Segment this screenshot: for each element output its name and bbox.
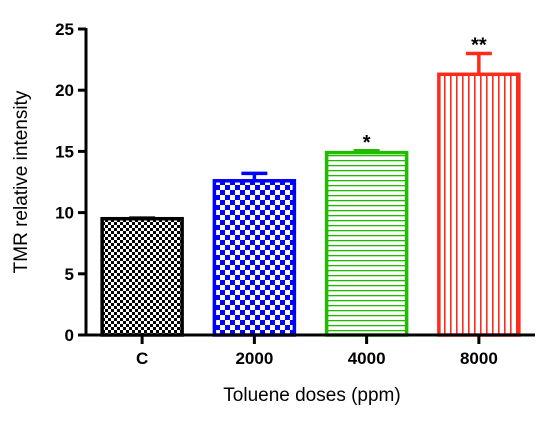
x-tick-label: 8000 bbox=[460, 349, 498, 368]
y-tick-label: 5 bbox=[65, 265, 74, 284]
x-tick-label: 2000 bbox=[235, 349, 273, 368]
y-tick-label: 0 bbox=[65, 326, 74, 345]
bars bbox=[100, 72, 521, 337]
y-tick-label: 15 bbox=[55, 142, 74, 161]
significance-marker: * bbox=[363, 132, 371, 154]
error-bars bbox=[129, 51, 492, 220]
bar-C bbox=[100, 216, 184, 337]
bar-4000 bbox=[324, 150, 409, 337]
x-axis-ticks: C 2000 4000 8000 bbox=[136, 335, 498, 368]
x-tick-label: 4000 bbox=[348, 349, 386, 368]
y-tick-label: 10 bbox=[55, 204, 74, 223]
bar-8000 bbox=[437, 72, 521, 337]
y-axis-ticks: 0 5 10 15 20 25 bbox=[55, 20, 86, 345]
y-tick-label: 20 bbox=[55, 81, 74, 100]
x-tick-label: C bbox=[136, 349, 148, 368]
y-tick-label: 25 bbox=[55, 20, 74, 39]
bar-2000 bbox=[212, 179, 297, 337]
y-axis-title: TMR relative intensity bbox=[11, 90, 32, 273]
significance-marker: ** bbox=[471, 34, 487, 56]
significance-markers: *** bbox=[363, 34, 487, 153]
x-axis-title: Toluene doses (ppm) bbox=[223, 385, 400, 406]
